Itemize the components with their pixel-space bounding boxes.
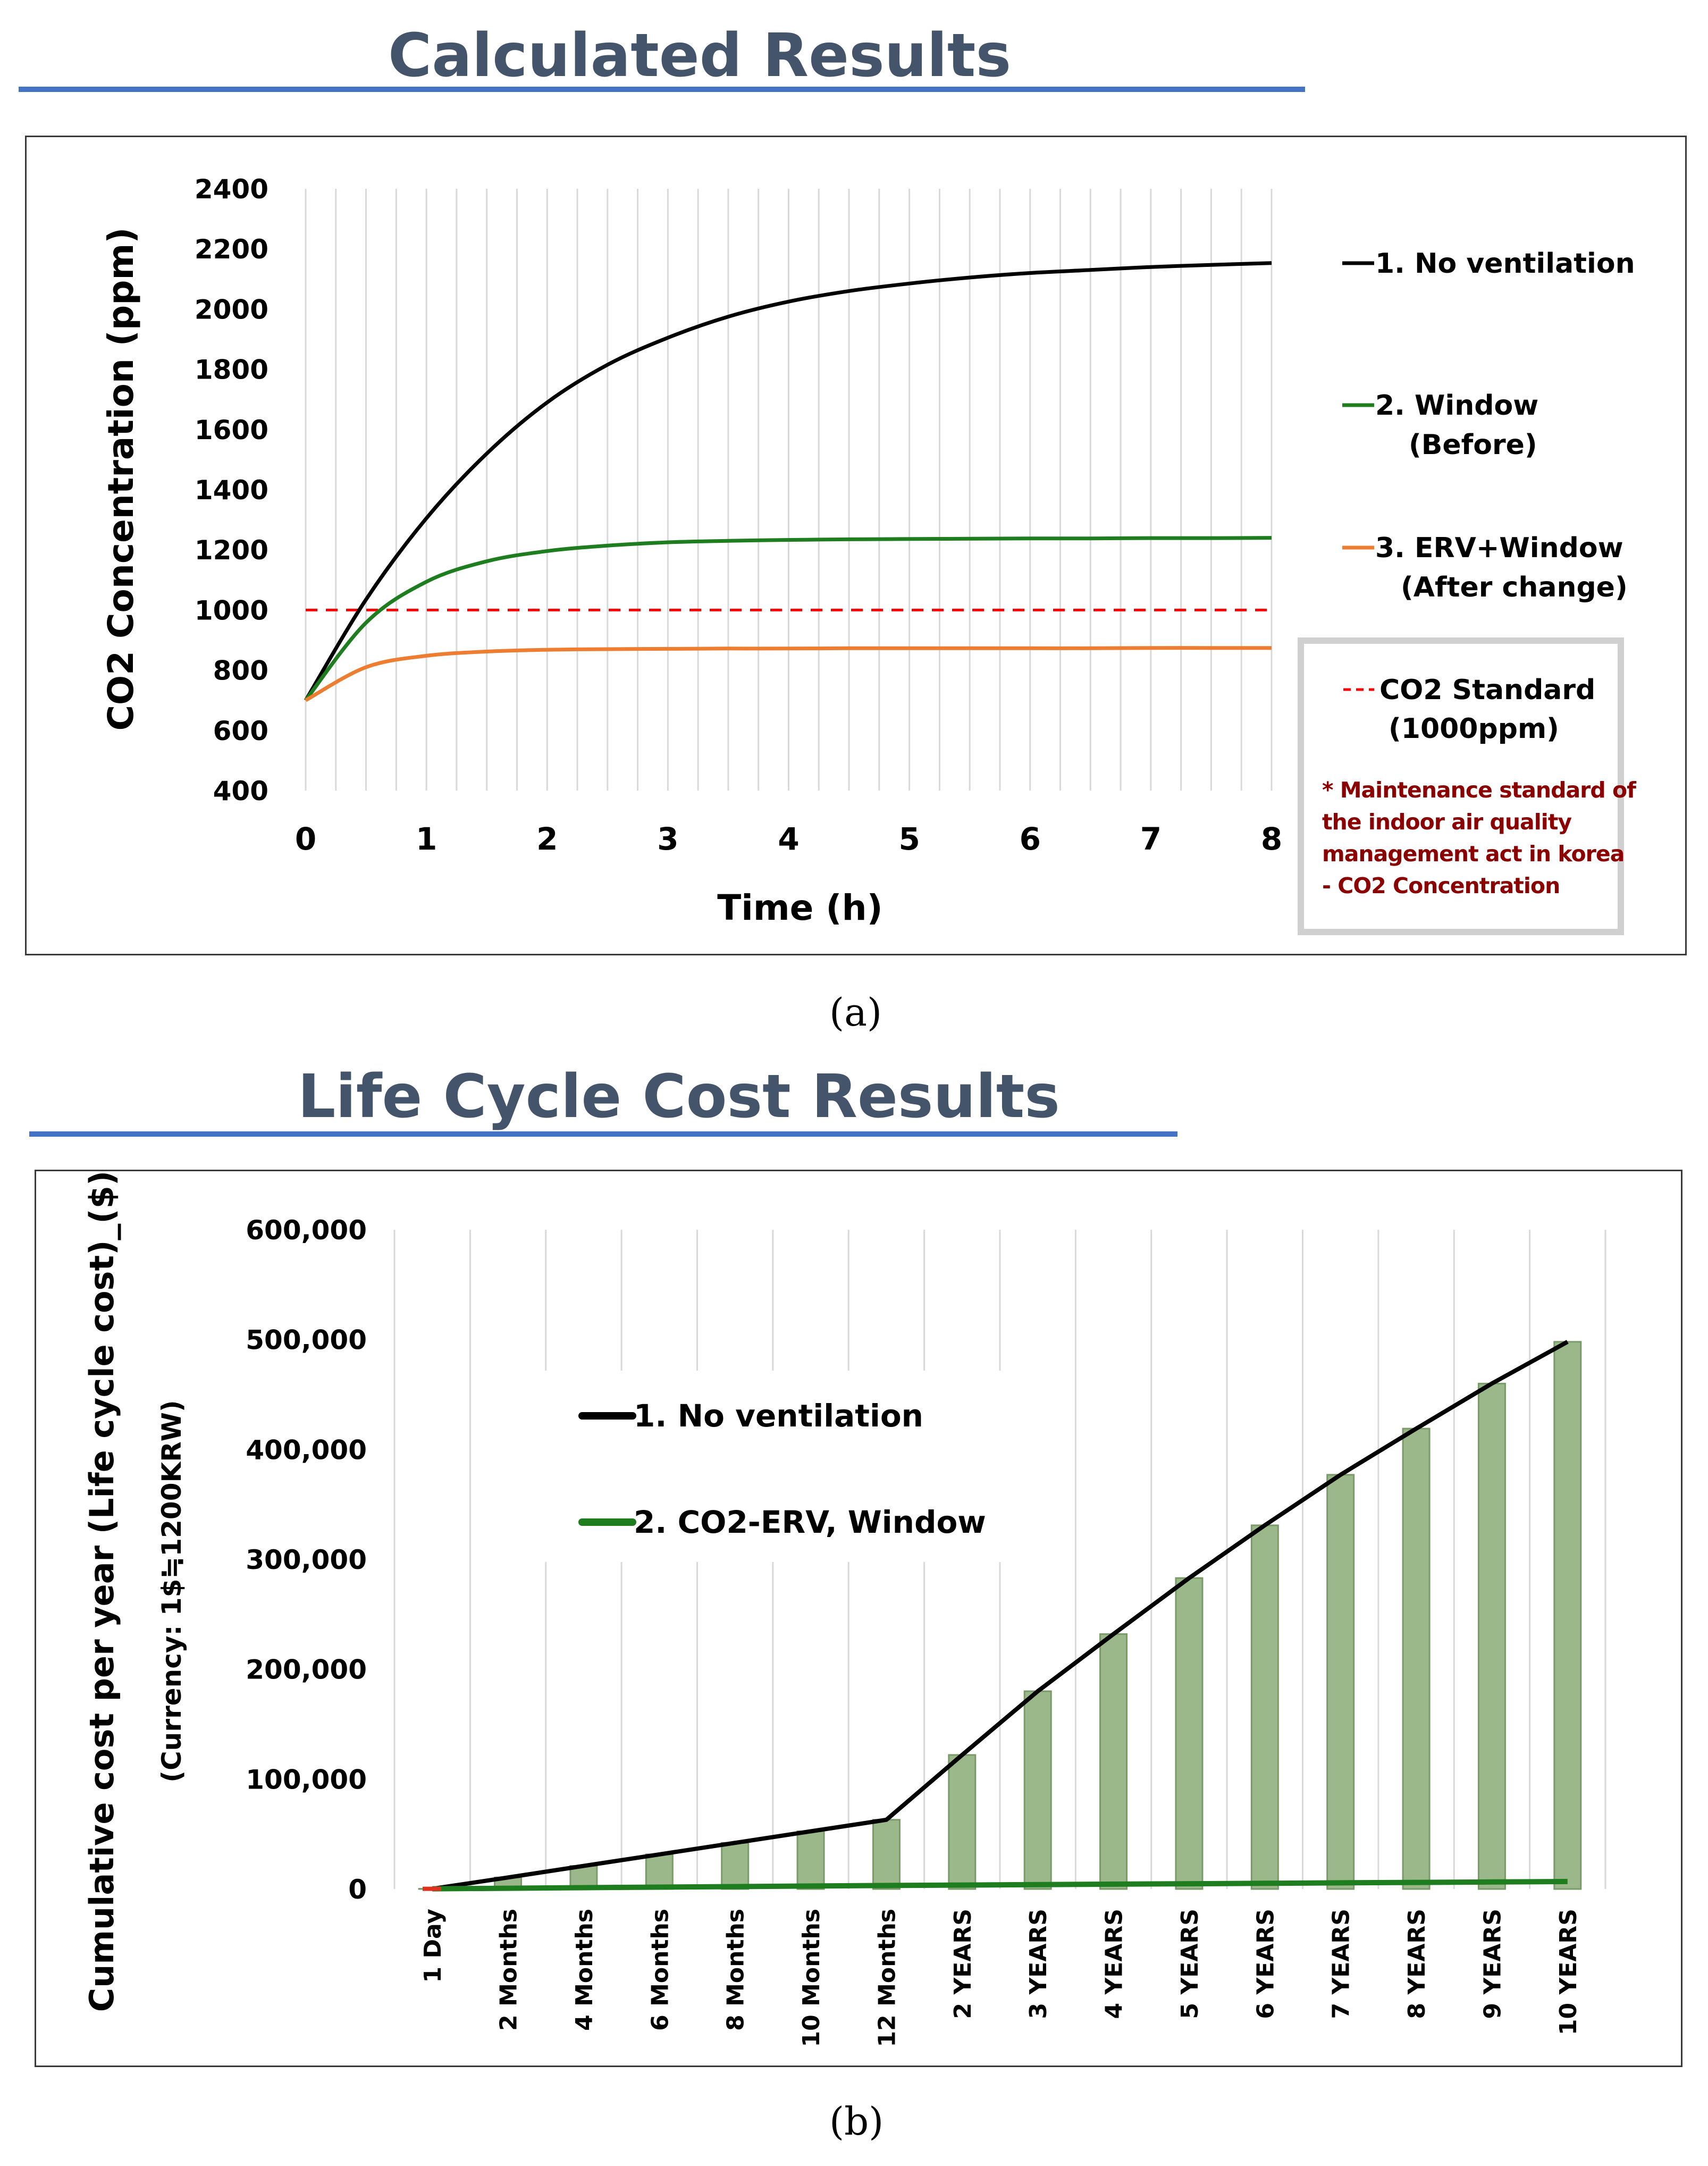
x-category-label: 10 Months: [798, 1909, 825, 2047]
y-tick-label: 2200: [195, 234, 268, 265]
x-category-label: 5 YEARS: [1176, 1909, 1204, 2019]
series-line-1: [304, 261, 1272, 701]
y-tick-label: 500,000: [246, 1325, 367, 1356]
calculated-results-rule: [19, 87, 1305, 92]
series-line-2: [432, 1878, 1568, 1892]
indoor-air-note-line: the indoor air quality: [1322, 809, 1571, 835]
x-category-label: 12 Months: [873, 1909, 901, 2047]
y-tick-label: 1600: [195, 415, 268, 446]
legend-label-3-line2: (After change): [1401, 572, 1628, 603]
x-axis-title: Time (h): [717, 887, 882, 928]
x-tick-label: 4: [778, 821, 799, 857]
legend-label-2: 2. Window: [1375, 390, 1538, 422]
y-tick-label: 2000: [195, 294, 268, 325]
x-category-label: 6 Months: [646, 1909, 674, 2031]
legend-label-standard-line2: (1000ppm): [1389, 713, 1559, 745]
x-tick-label: 3: [657, 821, 678, 857]
legend-box: [534, 1371, 1007, 1562]
cost-bar: [872, 1819, 901, 1890]
x-category-label: 6 YEARS: [1252, 1909, 1279, 2019]
y-tick-label: 400: [213, 776, 268, 807]
cost-bar: [1553, 1341, 1582, 1890]
legend-label-2-line2: (Before): [1409, 429, 1537, 461]
series-line-1: [432, 1340, 1569, 1891]
x-tick-label: 8: [1261, 821, 1282, 857]
cost-bar: [1250, 1524, 1279, 1890]
x-tick-label: 0: [295, 821, 316, 857]
cost-bar: [1099, 1633, 1128, 1890]
y-axis-title: Cumulative cost per year (Life cycle cos…: [82, 1171, 121, 2012]
legend-label-3: 3. ERV+Window: [1375, 532, 1623, 564]
x-category-label: 4 YEARS: [1101, 1909, 1128, 2019]
legend-label-2: 2. CO2-ERV, Window: [634, 1504, 986, 1540]
x-category-label: 7 YEARS: [1328, 1909, 1355, 2019]
standard-note-box: [1298, 637, 1624, 935]
x-category-label: 10 YEARS: [1555, 1909, 1582, 2035]
life-cycle-cost-rule: [29, 1131, 1177, 1137]
x-tick-label: 6: [1020, 821, 1041, 857]
indoor-air-note-line: management act in korea: [1322, 841, 1624, 867]
series-line-2: [304, 536, 1272, 702]
life-cycle-cost-title: Life Cycle Cost Results: [298, 1062, 1060, 1131]
indoor-air-note-line: - CO2 Concentration: [1322, 873, 1560, 899]
cost-bar: [948, 1754, 977, 1890]
cost-bar: [796, 1831, 825, 1890]
x-tick-label: 2: [536, 821, 558, 857]
y-tick-label: 2400: [195, 174, 268, 205]
y-tick-label: 1400: [195, 475, 268, 506]
y-tick-label: 1200: [195, 535, 268, 566]
y-tick-label: 300,000: [246, 1544, 367, 1575]
series-line-3: [305, 646, 1272, 702]
x-category-label: 8 YEARS: [1403, 1909, 1431, 2019]
x-category-label: 3 YEARS: [1025, 1909, 1052, 2019]
y-tick-label: 400,000: [246, 1434, 367, 1465]
cost-bar: [1402, 1428, 1431, 1890]
x-category-label: 9 YEARS: [1479, 1909, 1506, 2019]
cost-bar: [1326, 1474, 1355, 1890]
cost-bar: [1477, 1382, 1506, 1890]
x-category-label: 8 Months: [722, 1909, 750, 2031]
cost-bar: [721, 1842, 750, 1890]
cost-bar: [645, 1853, 674, 1890]
legend-label-1: 1. No ventilation: [634, 1398, 923, 1434]
x-category-label: 2 YEARS: [949, 1909, 977, 2019]
cost-bar: [1023, 1690, 1052, 1890]
y-tick-label: 800: [213, 656, 268, 686]
x-category-label: 1 Day: [419, 1909, 447, 1983]
x-category-label: 2 Months: [495, 1909, 523, 2031]
x-tick-label: 5: [898, 821, 920, 857]
caption-a: (a): [829, 990, 882, 1035]
legend-label-1: 1. No ventilation: [1375, 248, 1635, 280]
y-tick-label: 1000: [195, 595, 268, 626]
x-tick-label: 7: [1140, 821, 1162, 857]
legend-label-standard: CO2 Standard: [1379, 674, 1595, 706]
y-tick-label: 200,000: [246, 1655, 367, 1685]
x-tick-label: 1: [416, 821, 437, 857]
x-category-label: 4 Months: [571, 1909, 598, 2031]
y-axis-subtitle: (Currency: 1$≒1200KRW): [156, 1400, 187, 1782]
y-tick-label: 100,000: [246, 1764, 367, 1795]
y-tick-label: 600: [213, 716, 268, 746]
y-axis-title: CO2 Concentration (ppm): [100, 228, 141, 731]
calculated-results-title: Calculated Results: [388, 21, 1012, 90]
y-tick-label: 600,000: [246, 1215, 367, 1246]
indoor-air-note-line: * Maintenance standard of: [1322, 777, 1637, 803]
caption-b: (b): [829, 2099, 884, 2144]
cost-bar: [1175, 1577, 1204, 1890]
y-tick-label: 0: [348, 1874, 367, 1905]
y-tick-label: 1800: [195, 355, 268, 385]
